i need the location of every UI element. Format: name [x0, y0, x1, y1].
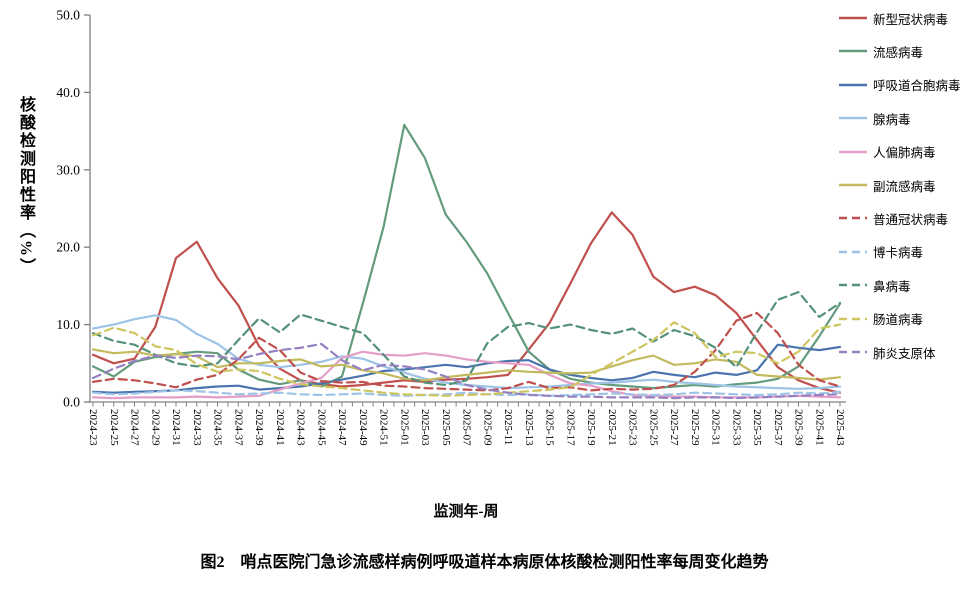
plot-area: 50.0 40.0 30.0 20.0 10.0 0.0 2024-23 2024-25 202… — [56, 8, 846, 446]
x-tick-label: 2025-17 — [564, 409, 576, 446]
legend-label: 腺病毒 — [873, 112, 911, 127]
x-tick-label: 2024-27 — [129, 409, 141, 446]
legend-label: 肠道病毒 — [873, 313, 924, 328]
legend-label: 肺炎支原体 — [873, 346, 936, 361]
x-tick-label: 2024-47 — [336, 409, 348, 446]
legend-line-swatch — [839, 250, 867, 253]
series-line-流感病毒 — [91, 123, 842, 390]
series-line-副流感病毒 — [91, 348, 842, 382]
x-tick-label: 2025-19 — [585, 409, 597, 446]
series-line-博卡病毒 — [91, 389, 842, 397]
x-tick-label: 2025-37 — [772, 409, 784, 446]
x-tick-label: 2025-09 — [481, 409, 493, 446]
x-tick-label: 2025-05 — [440, 409, 452, 446]
x-tick-label: 2024-41 — [274, 409, 286, 446]
x-tick-label: 2025-21 — [606, 409, 618, 446]
x-tick-label: 2024-49 — [357, 409, 369, 446]
y-tick-label: 20.0 — [56, 240, 80, 255]
x-tick-label: 2024-29 — [149, 409, 161, 446]
x-tick-label: 2025-07 — [461, 409, 473, 446]
legend-item: 流感病毒 — [838, 43, 924, 60]
x-tick-label: 2024-45 — [315, 409, 327, 446]
x-tick-label: 2025-27 — [668, 409, 680, 446]
legend-line-swatch — [839, 217, 867, 220]
legend-line-swatch — [839, 150, 867, 153]
legend-item: 肠道病毒 — [838, 311, 923, 327]
figure-caption: 图2 哨点医院门急诊流感样病例呼吸道样本病原体核酸检测阳性率每周变化趋势 — [200, 554, 769, 571]
x-tick-label: 2025-43 — [834, 409, 846, 446]
x-tick-label: 2025-01 — [398, 409, 410, 446]
legend-item: 人偏肺病毒 — [838, 144, 936, 160]
legend-item: 腺病毒 — [838, 110, 911, 127]
legend-item: 博卡病毒 — [838, 244, 923, 260]
series-line-普通冠状病毒 — [91, 311, 842, 392]
x-tick-label: 2024-33 — [191, 409, 203, 446]
y-tick-label: 40.0 — [56, 85, 80, 100]
legend-item: 普通冠状病毒 — [838, 210, 949, 227]
legend-label: 流感病毒 — [873, 45, 924, 60]
x-tick-label: 2024-35 — [212, 409, 224, 446]
y-tick-label: 10.0 — [56, 317, 80, 332]
x-tick-label: 2024-25 — [108, 409, 120, 446]
y-tick-label: 50.0 — [56, 8, 80, 23]
series-line-肠道病毒 — [91, 321, 842, 397]
y-tick-label: 0.0 — [63, 395, 80, 410]
legend-item: 新型冠状病毒 — [838, 10, 949, 27]
x-tick-label: 2025-33 — [730, 409, 742, 446]
x-tick-label: 2025-29 — [689, 409, 701, 446]
x-tick-label: 2025-11 — [502, 409, 514, 445]
series-line-鼻病毒 — [91, 291, 842, 387]
legend-line-swatch — [839, 116, 867, 120]
legend-label: 人偏肺病毒 — [873, 146, 936, 161]
legend-line-swatch — [839, 50, 867, 53]
legend-line-swatch — [839, 283, 867, 287]
x-tick-label: 2025-03 — [419, 409, 431, 446]
legend-label: 呼吸道合胞病毒 — [873, 79, 961, 94]
x-tick-label: 2025-25 — [647, 409, 659, 446]
x-tick-label: 2025-13 — [523, 409, 535, 446]
series-line-肺炎支原体 — [91, 342, 842, 400]
legend-line-swatch — [839, 83, 867, 86]
legend-label: 博卡病毒 — [873, 246, 924, 261]
series-line-呼吸道合胞病毒 — [91, 343, 842, 394]
x-tick-label: 2024-37 — [232, 409, 244, 446]
x-tick-label: 2024-23 — [87, 409, 99, 446]
legend-line-swatch — [839, 350, 867, 354]
x-tick-label: 2024-51 — [378, 409, 390, 446]
x-tick-label: 2025-35 — [751, 409, 763, 446]
legend-label: 副流感病毒 — [873, 179, 936, 194]
legend-line-swatch — [839, 16, 867, 20]
legend-item: 副流感病毒 — [838, 177, 936, 194]
y-tick-label: 30.0 — [56, 162, 80, 177]
legend-item: 鼻病毒 — [838, 277, 911, 294]
x-tick-label: 2024-31 — [170, 409, 182, 446]
x-tick-label: 2024-43 — [295, 409, 307, 446]
x-tick-label: 2025-15 — [544, 409, 556, 446]
x-tick-label: 2025-39 — [793, 409, 805, 446]
x-tick-label: 2025-23 — [627, 409, 639, 446]
x-tick-label: 2024-39 — [253, 409, 265, 446]
x-axis-title: 监测年-周 — [433, 504, 499, 520]
legend-item: 呼吸道合胞病毒 — [838, 77, 961, 93]
legend-line-swatch — [839, 317, 867, 320]
legend-item: 肺炎支原体 — [838, 344, 936, 361]
legend-label: 新型冠状病毒 — [873, 12, 949, 27]
x-tick-label: 2025-41 — [813, 409, 825, 446]
x-tick-label: 2025-31 — [710, 409, 722, 446]
legend-label: 鼻病毒 — [873, 279, 911, 294]
y-axis-title: 核酸检测阳性率（%） — [17, 96, 34, 276]
legend-label: 普通冠状病毒 — [873, 212, 949, 227]
legend-line-swatch — [839, 183, 867, 187]
